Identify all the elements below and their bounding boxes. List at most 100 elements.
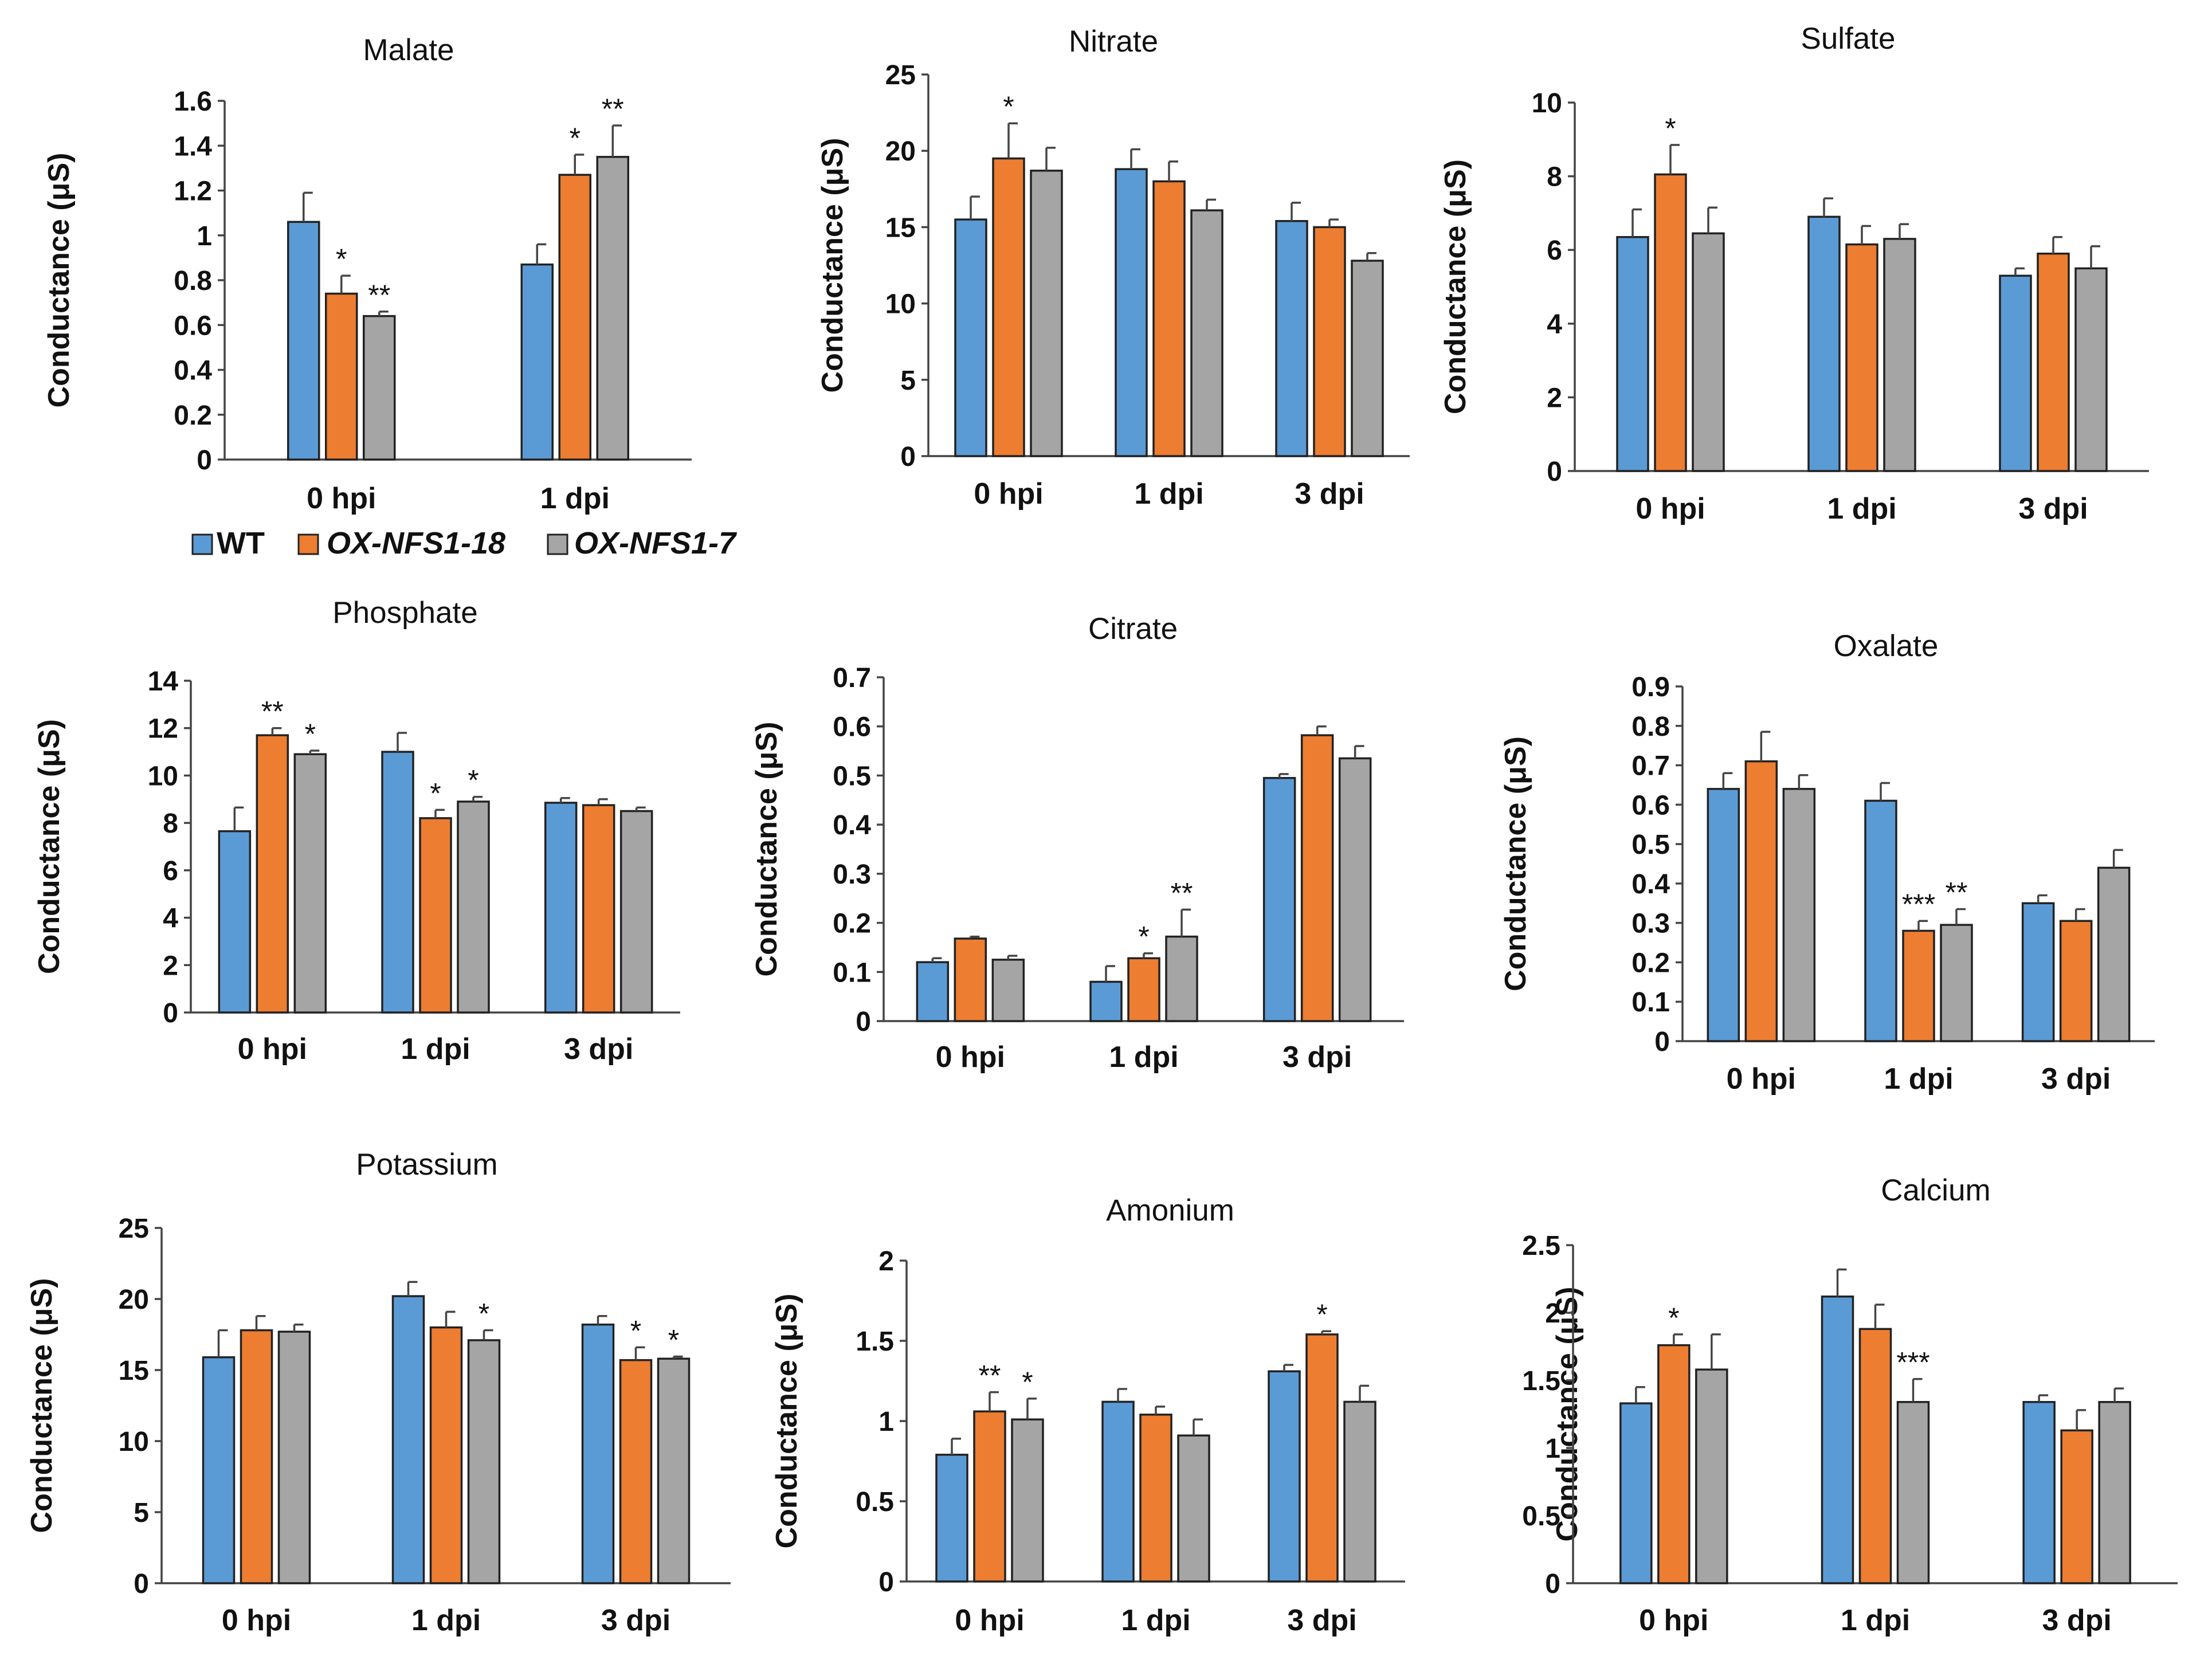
y-axis-label: Conductance (μS) xyxy=(1551,1287,1584,1542)
x-category-label: 3 dpi xyxy=(601,1604,670,1637)
y-tick-label: 15 xyxy=(885,213,916,243)
bar-wt xyxy=(916,961,950,1022)
chart-title: Amonium xyxy=(1106,1194,1234,1227)
bar-ox-nfs1-7 xyxy=(363,315,396,461)
y-tick-label: 1 xyxy=(1545,1434,1560,1464)
x-category-label: 0 hpi xyxy=(238,1033,307,1066)
y-tick-label: 6 xyxy=(163,856,178,886)
bar-ox-nfs1-18 xyxy=(619,1359,653,1584)
bar-wt xyxy=(1115,168,1148,457)
chart-oxalate: Oxalate Conductance (μS) 0 0.1 0.2 0.3 0.4 0.5 0… xyxy=(1499,629,2155,1096)
y-tick-label: 0.5 xyxy=(833,761,871,791)
y-tick-label: 0 xyxy=(878,1567,894,1598)
bar-ox-nfs1-7 xyxy=(277,1331,311,1584)
bar-wt xyxy=(520,263,554,461)
y-tick-label: 0.5 xyxy=(1522,1501,1560,1532)
significance-marker: * xyxy=(1316,1298,1327,1331)
bar-ox-nfs1-7 xyxy=(1692,232,1725,472)
bar-ox-nfs1-7 xyxy=(657,1357,691,1584)
chart-malate: Malate Conductance (μS) 0 0.2 0.4 0.6 0.8 1 1.2 1… xyxy=(42,33,692,515)
y-tick-label: 0.6 xyxy=(833,712,871,743)
bar-wt xyxy=(2021,902,2055,1042)
bar-wt xyxy=(1616,236,1649,472)
x-category-label: 0 hpi xyxy=(936,1041,1005,1074)
y-tick-label: 0.6 xyxy=(174,311,212,341)
legend-swatch-ox-nfs1-18 xyxy=(297,533,319,555)
significance-marker: * xyxy=(630,1314,641,1347)
y-tick-label: 0.1 xyxy=(833,957,871,988)
legend-swatch-ox-nfs1-7 xyxy=(547,533,568,555)
x-category-label: 0 hpi xyxy=(307,482,376,515)
x-category-label: 0 hpi xyxy=(974,477,1043,511)
y-tick-label: 8 xyxy=(163,809,178,839)
y-tick-label: 14 xyxy=(148,666,179,697)
bar-ox-nfs1-7 xyxy=(1896,1401,1930,1584)
y-tick-label: 1.6 xyxy=(174,87,212,117)
y-tick-label: 0 xyxy=(163,998,178,1029)
x-category-label: 0 hpi xyxy=(1639,1604,1708,1637)
bar-wt xyxy=(1864,799,1897,1042)
significance-marker: * xyxy=(468,764,479,796)
bar-ox-nfs1-18 xyxy=(973,1410,1006,1583)
chart-title: Oxalate xyxy=(1834,629,1939,663)
bar-ox-nfs1-18 xyxy=(558,174,591,461)
significance-marker: * xyxy=(668,1324,679,1356)
y-tick-label: 25 xyxy=(885,60,916,91)
significance-marker: * xyxy=(1665,112,1676,144)
x-category-label: 1 dpi xyxy=(1109,1041,1178,1074)
y-axis-label: Conductance (μS) xyxy=(816,138,849,393)
bar-ox-nfs1-7 xyxy=(619,810,653,1014)
bar-wt xyxy=(1807,215,1841,472)
y-axis-label: Conductance (μS) xyxy=(33,719,66,974)
y-tick-label: 2 xyxy=(878,1246,894,1277)
bar-ox-nfs1-18 xyxy=(1654,173,1687,472)
bar-ox-nfs1-7 xyxy=(2097,866,2131,1042)
bar-wt xyxy=(1101,1400,1135,1583)
y-tick-label: 4 xyxy=(1547,309,1562,340)
bar-ox-nfs1-18 xyxy=(325,292,358,461)
y-tick-label: 0.7 xyxy=(1631,751,1670,782)
y-tick-label: 2.5 xyxy=(1522,1231,1560,1261)
y-tick-label: 2 xyxy=(1547,383,1562,413)
bar-ox-nfs1-7 xyxy=(1011,1418,1044,1583)
significance-marker: * xyxy=(1003,91,1014,123)
bar-wt xyxy=(2022,1401,2056,1584)
bar-wt xyxy=(1707,788,1740,1042)
x-category-label: 1 dpi xyxy=(1121,1604,1190,1637)
y-tick-label: 0.2 xyxy=(174,401,212,431)
bar-ox-nfs1-7 xyxy=(1338,757,1372,1022)
chart-title: Phosphate xyxy=(332,596,477,630)
y-tick-label: 2 xyxy=(163,951,178,981)
y-tick-label: 1.5 xyxy=(856,1327,894,1357)
legend: WT OX-NFS1-18 OX-NFS1-7 xyxy=(191,526,738,560)
y-tick-label: 0 xyxy=(134,1569,149,1599)
y-tick-label: 0.4 xyxy=(174,356,212,386)
bar-ox-nfs1-18 xyxy=(582,804,615,1014)
bar-ox-nfs1-7 xyxy=(991,959,1025,1022)
x-category-label: 1 dpi xyxy=(1827,492,1896,525)
bar-ox-nfs1-7 xyxy=(457,800,490,1014)
y-tick-label: 12 xyxy=(148,714,178,744)
x-category-label: 1 dpi xyxy=(1134,477,1203,511)
x-category-label: 0 hpi xyxy=(955,1604,1024,1637)
significance-marker: ** xyxy=(261,696,284,728)
bar-ox-nfs1-18 xyxy=(240,1329,273,1584)
y-tick-label: 5 xyxy=(900,366,916,396)
bar-wt xyxy=(1275,219,1308,457)
bar-ox-nfs1-18 xyxy=(1744,760,1778,1042)
bar-wt xyxy=(1821,1295,1854,1584)
y-axis-label: Conductance (μS) xyxy=(1439,159,1472,414)
y-tick-label: 0.6 xyxy=(1631,790,1670,821)
y-tick-label: 0 xyxy=(856,1007,871,1037)
chart-potassium: Potassium Conductance (μS) 0 5 10 15 20 25 0 hpi… xyxy=(25,1148,731,1637)
bar-ox-nfs1-18 xyxy=(1657,1344,1691,1584)
bar-ox-nfs1-7 xyxy=(1695,1368,1728,1584)
significance-marker: * xyxy=(305,718,316,750)
y-tick-label: 0.4 xyxy=(1631,869,1670,900)
x-category-label: 3 dpi xyxy=(564,1033,633,1066)
bar-wt xyxy=(1268,1370,1301,1583)
significance-marker: * xyxy=(570,122,581,154)
bar-ox-nfs1-18 xyxy=(1305,1333,1339,1583)
bar-ox-nfs1-7 xyxy=(1782,788,1816,1042)
